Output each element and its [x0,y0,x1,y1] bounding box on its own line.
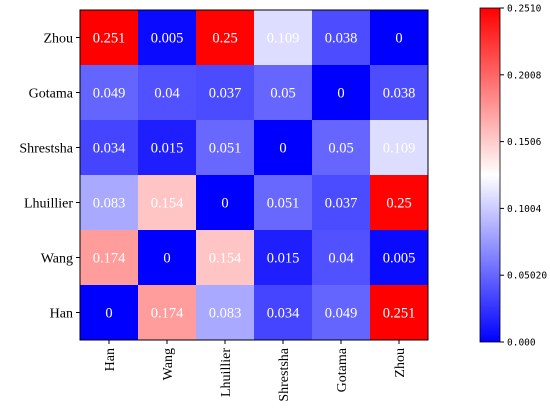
heatmap-cell [196,65,254,120]
cell-value-label: 0.05 [270,86,295,102]
cell-value-label: 0 [395,31,402,47]
y-tick-label: Lhuillier [24,197,73,212]
cell-value-label: 0.049 [325,306,358,322]
x-tick-label: Wang [161,348,176,380]
heatmap-cell [254,10,312,65]
cell-value-label: 0.005 [383,251,416,267]
y-tick-label: Shrestsha [19,142,73,157]
heatmap-cell [312,285,370,340]
heatmap-cell [80,230,138,285]
cell-value-label: 0.25 [212,31,237,47]
cell-value-label: 0.015 [151,141,184,157]
cell-value-label: 0.005 [151,31,184,47]
cell-value-label: 0.037 [325,196,358,212]
heatmap-cell [312,175,370,230]
colorbar-tick-label: 0.05020 [507,271,547,282]
heatmap-cell [254,175,312,230]
colorbar-tick-label: 0.000 [507,338,536,349]
colorbar-tick-label: 0.1506 [507,137,542,148]
y-tick-label: Han [50,307,73,322]
heatmap-cell [80,10,138,65]
heatmap-cell [254,65,312,120]
colorbar-tick-label: 0.2510 [507,4,542,15]
heatmap-cell [196,10,254,65]
cell-value-label: 0.05 [328,141,353,157]
cell-value-label: 0.251 [93,31,126,47]
cell-value-label: 0.174 [93,251,126,267]
cell-value-label: 0.083 [209,306,242,322]
y-tick-label: Gotama [29,87,74,102]
y-axis-labels: Zhou Gotama Shrestsha Lhuillier Wang Han [19,32,80,322]
x-axis-labels: Han Wang Lhuillier Shrestsha Gotama Zhou [103,340,408,402]
colorbar-gradient [479,7,501,343]
cell-value-label: 0 [221,196,228,212]
cell-value-label: 0.015 [267,251,300,267]
x-tick-label: Lhuillier [219,348,234,397]
cell-value-label: 0.04 [328,251,354,267]
heatmap-cell [370,65,428,120]
heatmap-cell [138,175,196,230]
heatmap-cell [312,120,370,175]
cell-value-label: 0.109 [267,31,300,47]
y-tick-label: Wang [41,252,73,267]
cell-value-label: 0.109 [383,141,416,157]
cell-value-label: 0.25 [386,196,411,212]
heatmap-cell [370,10,428,65]
cell-value-label: 0.154 [151,196,184,212]
heatmap-cell [196,120,254,175]
heatmap-cell [138,65,196,120]
cell-value-label: 0.251 [383,306,416,322]
heatmap-cell [312,10,370,65]
cell-value-label: 0.051 [209,141,242,157]
cell-value-label: 0.038 [383,86,416,102]
heatmap-cell [254,120,312,175]
cell-value-label: 0.049 [93,86,126,102]
heatmap-cell [196,285,254,340]
heatmap-cell [312,230,370,285]
heatmap-cell [80,65,138,120]
y-tick-label: Zhou [43,32,73,47]
x-tick-label: Shrestsha [277,347,292,401]
x-tick-label: Gotama [335,347,350,392]
colorbar-tick-label: 0.2008 [507,70,542,81]
heatmap-cell [312,65,370,120]
heatmap-cell [254,285,312,340]
cell-value-label: 0.037 [209,86,242,102]
cell-value-label: 0.083 [93,196,126,212]
heatmap-cell [80,175,138,230]
cell-value-label: 0.04 [154,86,180,102]
plot-border [79,9,429,341]
heatmap-cell [80,120,138,175]
heatmap-cell [370,120,428,175]
heatmap-cell [196,175,254,230]
heatmap-cell [370,285,428,340]
heatmap-cell [80,285,138,340]
heatmap-cell [138,285,196,340]
heatmap-cells: 0.251 0.005 0.25 0.109 0.038 0 0.049 0.04 0.037 0… [80,10,428,340]
heatmap-cell [196,230,254,285]
colorbar-tick-label: 0.1004 [507,204,542,215]
colorbar: 0.000 0.05020 0.1004 0.1506 0.2008 0.2510 [479,4,547,349]
cell-value-label: 0.154 [209,251,242,267]
cell-value-label: 0.051 [267,196,300,212]
heatmap-cell [254,230,312,285]
cell-value-label: 0 [163,251,170,267]
heatmap-cell [138,120,196,175]
heatmap-cell [370,230,428,285]
heatmap-cell [138,10,196,65]
cell-value-label: 0.034 [267,306,300,322]
cell-value-label: 0 [279,141,286,157]
cell-value-label: 0.034 [93,141,126,157]
x-tick-label: Zhou [393,348,408,378]
heatmap-cell [370,175,428,230]
cell-value-label: 0 [337,86,344,102]
heatmap-cell [138,230,196,285]
cell-value-label: 0.038 [325,31,358,47]
cell-value-label: 0 [105,306,112,322]
x-tick-label: Han [103,348,118,371]
cell-value-label: 0.174 [151,306,184,322]
